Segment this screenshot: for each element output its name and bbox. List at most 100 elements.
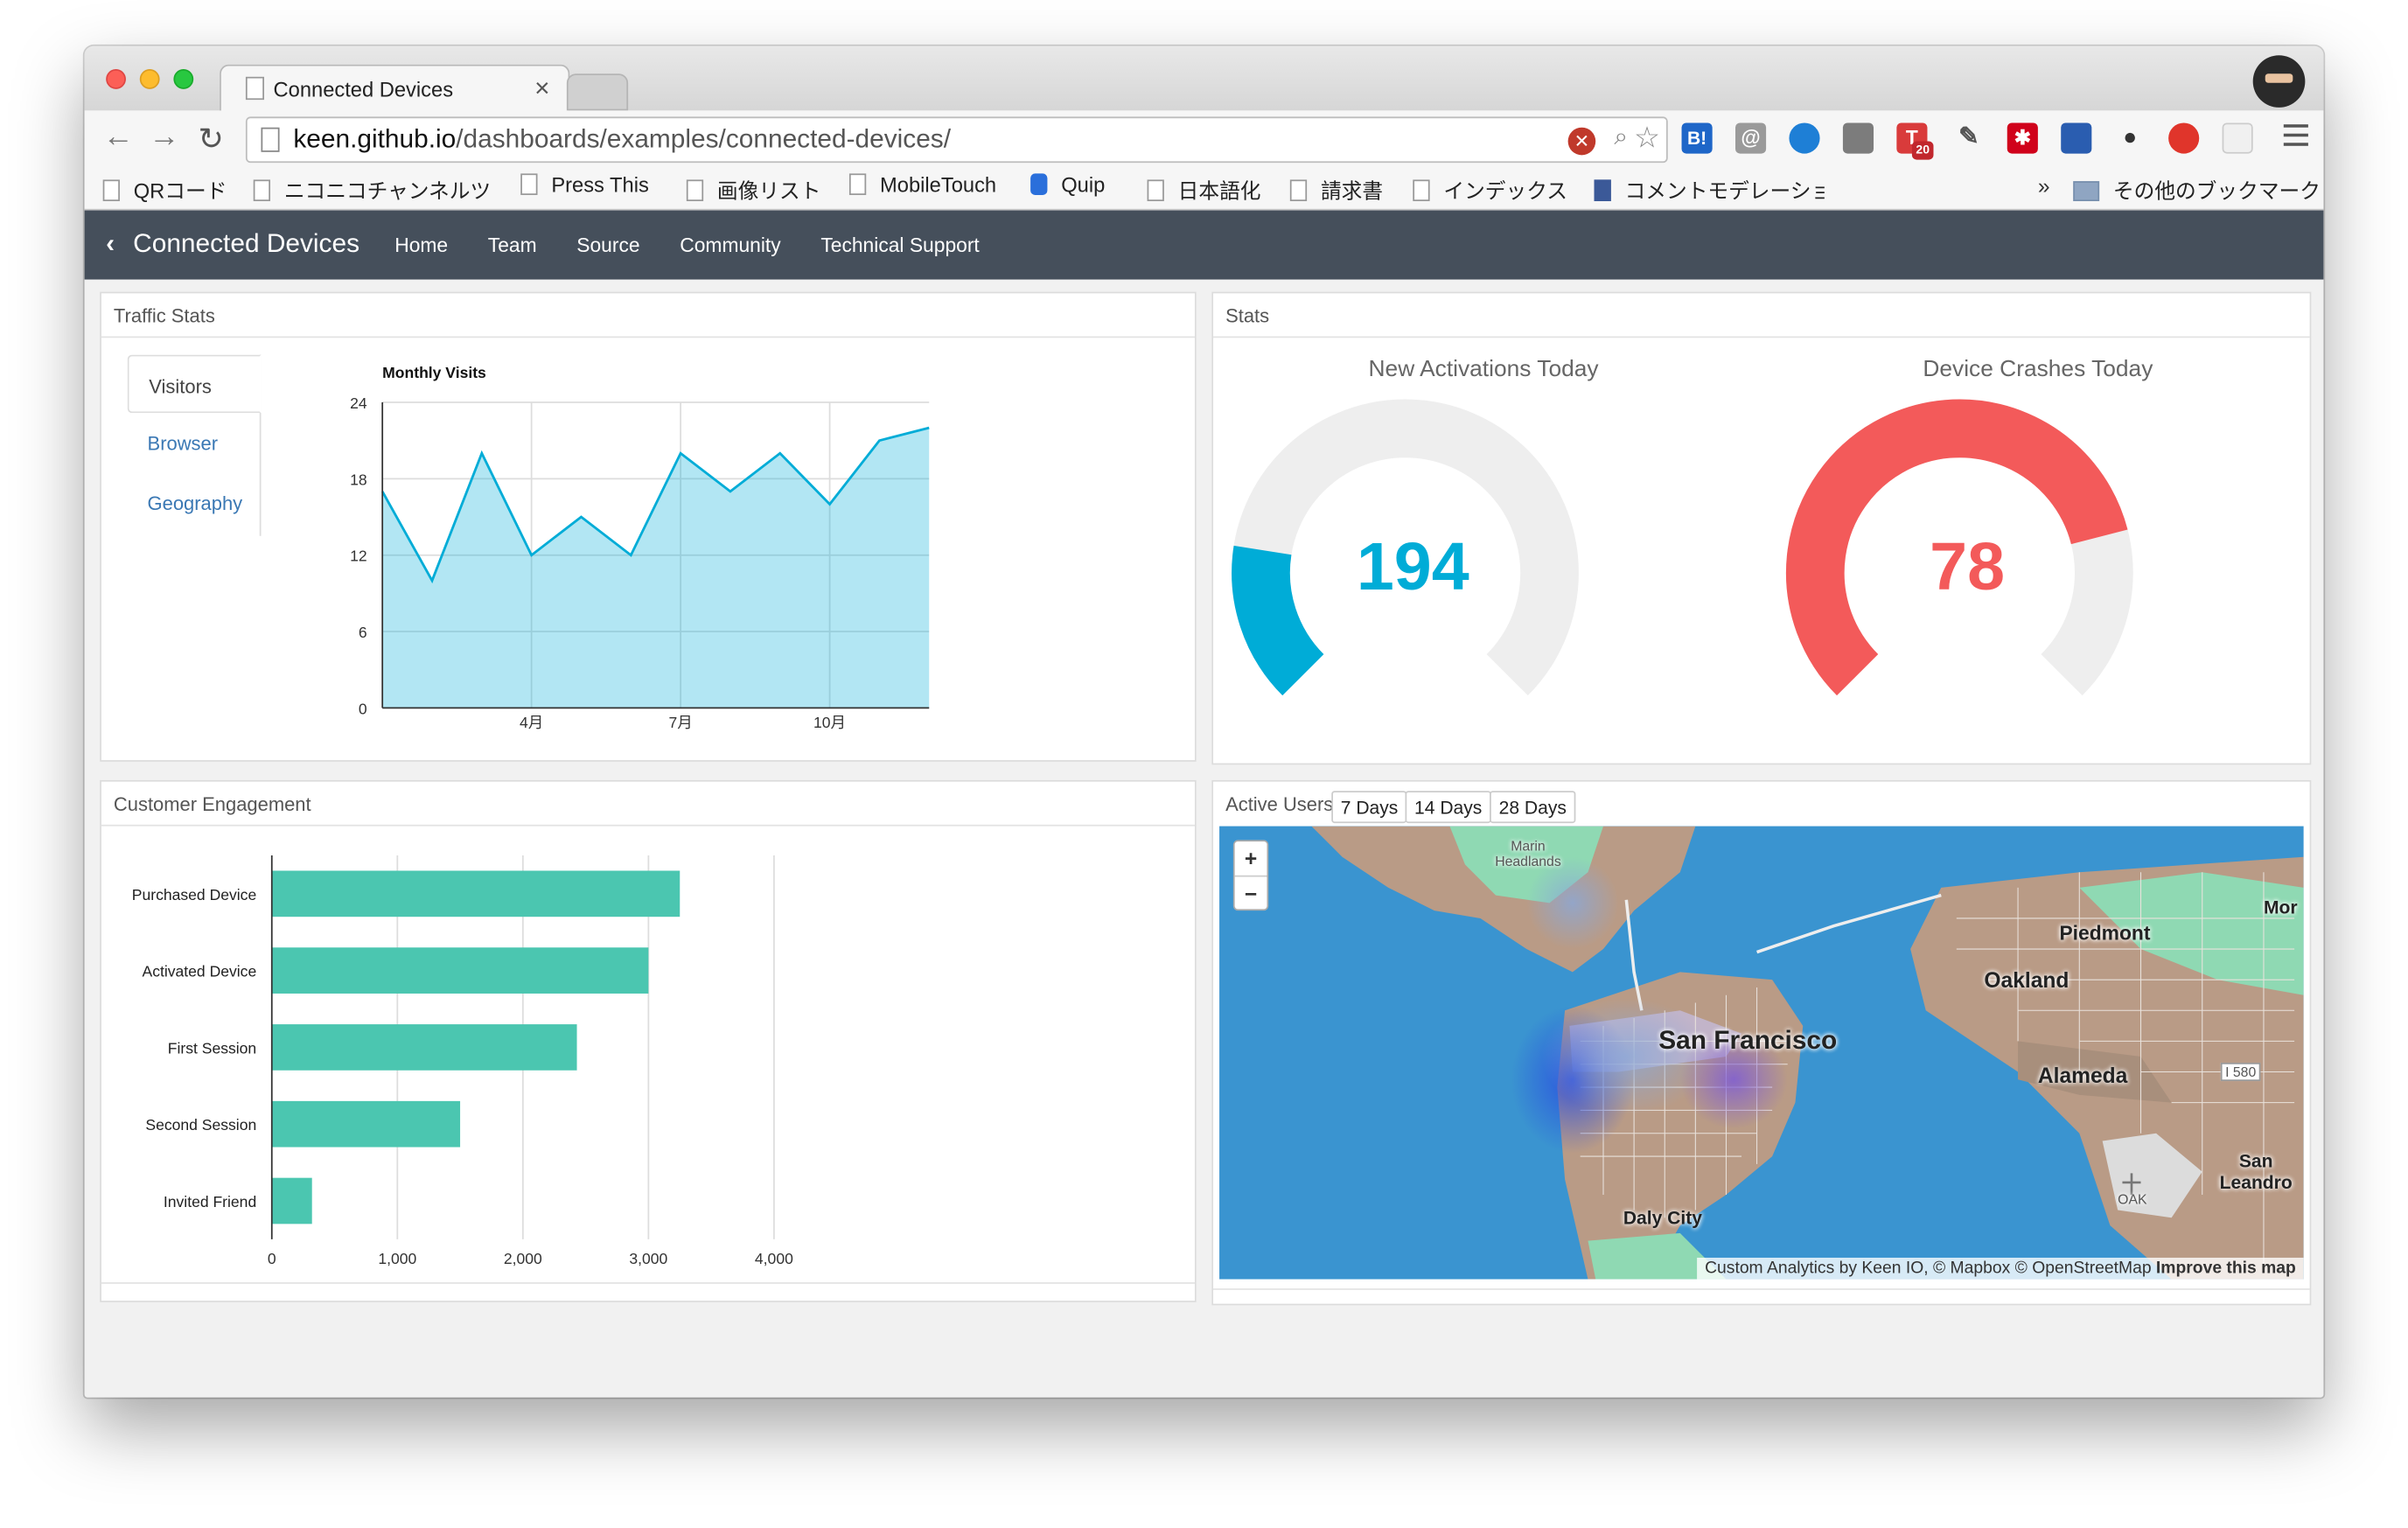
bookmark-item[interactable]: Quip bbox=[1030, 173, 1105, 197]
crashes-gauge bbox=[1785, 399, 2133, 696]
bookmark-item[interactable]: MobileTouch bbox=[848, 173, 996, 197]
divider bbox=[1213, 336, 2310, 338]
menu-icon[interactable] bbox=[2283, 124, 2308, 146]
mail-extension-icon[interactable]: @ bbox=[1734, 122, 1767, 154]
address-bar[interactable]: keen.github.io/dashboards/examples/conne… bbox=[245, 116, 1668, 164]
more-bookmarks-chevron[interactable]: » bbox=[2037, 173, 2050, 199]
tab-close-icon[interactable]: × bbox=[534, 73, 550, 103]
zoom-window-button[interactable] bbox=[173, 69, 194, 89]
bookmark-item[interactable]: QRコード bbox=[102, 173, 227, 204]
chart-title: Monthly Visits bbox=[382, 364, 486, 381]
activations-gauge bbox=[1232, 399, 1579, 696]
tab-browser[interactable]: Browser bbox=[147, 433, 219, 455]
search-icon[interactable]: ⌕ bbox=[1614, 124, 1629, 151]
app-title: Connected Devices bbox=[133, 228, 360, 258]
page-icon bbox=[1289, 179, 1308, 202]
blocked-content-icon[interactable]: ✕ bbox=[1567, 127, 1596, 156]
zoom-out-button[interactable]: − bbox=[1234, 875, 1267, 910]
bookmark-item[interactable]: コメントモデレーショ bbox=[1594, 173, 1825, 204]
divider bbox=[101, 336, 1195, 338]
nav-home[interactable]: Home bbox=[394, 233, 449, 257]
map-label: Daly City bbox=[1623, 1207, 1703, 1229]
map-label: OAK bbox=[2118, 1191, 2147, 1208]
range-14-days-button[interactable]: 14 Days bbox=[1405, 791, 1491, 824]
nicovideo-icon bbox=[253, 179, 271, 202]
improve-map-link[interactable]: Improve this map bbox=[2155, 1259, 2296, 1278]
panel-title: Customer Engagement bbox=[113, 793, 311, 816]
x-tick-label: 10月 bbox=[813, 714, 846, 731]
bookmark-item[interactable]: Press This bbox=[520, 173, 649, 197]
map-label: San Leandro bbox=[2219, 1150, 2293, 1194]
globe-extension-icon[interactable] bbox=[1789, 122, 1820, 154]
close-window-button[interactable] bbox=[106, 69, 126, 89]
pocket-extension-icon[interactable] bbox=[2061, 122, 2092, 154]
bookmark-item[interactable]: 日本語化 bbox=[1147, 173, 1260, 204]
divider bbox=[101, 1282, 1195, 1284]
range-7-days-button[interactable]: 7 Days bbox=[1331, 791, 1407, 824]
tab-title: Connected Devices bbox=[273, 78, 454, 101]
bookmark-item[interactable]: 請求書 bbox=[1289, 173, 1383, 204]
gauge-title: New Activations Today bbox=[1368, 356, 1599, 383]
x-tick-label: 3,000 bbox=[629, 1250, 667, 1267]
category-label: Purchased Device bbox=[132, 886, 256, 904]
camera-icon[interactable]: ● bbox=[2123, 124, 2138, 151]
url-text[interactable]: keen.github.io/dashboards/examples/conne… bbox=[293, 124, 952, 154]
quip-icon bbox=[1030, 173, 1048, 195]
minimize-window-button[interactable] bbox=[139, 69, 160, 89]
category-label: First Session bbox=[168, 1039, 256, 1057]
window-extension-icon[interactable] bbox=[1842, 122, 1874, 154]
map-label: Marin Headlands bbox=[1495, 838, 1561, 869]
hatena-bookmark-icon[interactable]: B! bbox=[1681, 122, 1713, 154]
title-bar: Connected Devices × bbox=[84, 45, 2324, 113]
adblock-icon[interactable] bbox=[2168, 122, 2200, 154]
nav-technical-support[interactable]: Technical Support bbox=[820, 233, 980, 257]
back-arrow-icon[interactable]: ← bbox=[102, 119, 134, 154]
facebook-icon bbox=[1594, 179, 1611, 202]
browser-tab[interactable]: Connected Devices × bbox=[220, 64, 570, 113]
map-attribution: Custom Analytics by Keen IO, © Mapbox © … bbox=[1697, 1257, 2304, 1280]
stats-panel: Stats New Activations Today Device Crash… bbox=[1211, 291, 2312, 765]
other-bookmarks-folder[interactable]: その他のブックマーク bbox=[2073, 173, 2321, 204]
nav-source[interactable]: Source bbox=[576, 233, 640, 257]
back-chevron-icon[interactable]: ‹ bbox=[106, 228, 115, 258]
bookmark-item[interactable]: ニコニコチャンネルツ bbox=[253, 173, 491, 204]
page-icon bbox=[261, 127, 280, 152]
badge-count: 20 bbox=[1911, 141, 1934, 160]
lastpass-icon[interactable]: ✱ bbox=[2007, 122, 2038, 154]
customer-engagement-panel: Customer Engagement 0 1,000 2,000 3,000 4,00… bbox=[100, 779, 1197, 1302]
gauge-fill bbox=[1232, 545, 1325, 696]
bar bbox=[271, 870, 681, 917]
app-brand[interactable]: ‹ Connected Devices bbox=[106, 229, 359, 260]
crashes-value: 78 bbox=[1930, 529, 2006, 605]
zoom-in-button[interactable]: + bbox=[1244, 846, 1258, 871]
nav-community[interactable]: Community bbox=[680, 233, 781, 257]
eyedropper-icon[interactable]: ✎ bbox=[1958, 124, 1979, 151]
bookmark-item[interactable]: インデックス bbox=[1413, 173, 1567, 204]
map-label: Piedmont bbox=[2059, 921, 2151, 945]
engagement-bar-chart: 0 1,000 2,000 3,000 4,000 Purchased Device Act… bbox=[132, 855, 793, 1267]
profile-avatar[interactable] bbox=[2252, 55, 2306, 108]
forward-arrow-icon[interactable]: → bbox=[149, 119, 180, 154]
reload-icon[interactable]: ↻ bbox=[198, 122, 224, 157]
x-tick-label: 1,000 bbox=[378, 1250, 416, 1267]
calendar-icon[interactable] bbox=[2222, 122, 2253, 154]
new-tab-button[interactable] bbox=[566, 73, 629, 111]
page-icon bbox=[686, 179, 704, 202]
x-tick-label: 4,000 bbox=[755, 1250, 793, 1267]
bookmark-item[interactable]: 画像リスト bbox=[686, 173, 820, 204]
bookmark-star-icon[interactable]: ☆ bbox=[1634, 122, 1660, 156]
page-icon bbox=[245, 76, 264, 101]
y-tick-label: 12 bbox=[350, 548, 367, 565]
y-tick-label: 18 bbox=[350, 471, 367, 488]
range-28-days-button[interactable]: 28 Days bbox=[1490, 791, 1576, 824]
tab-visitors[interactable]: Visitors bbox=[127, 354, 262, 414]
divider bbox=[1213, 1288, 2310, 1290]
map-zoom-control: + − bbox=[1232, 840, 1269, 911]
active-users-map[interactable]: + − Marin Headlands Piedmont Oakland San… bbox=[1219, 826, 2304, 1280]
tab-geography[interactable]: Geography bbox=[147, 492, 243, 515]
map-tiles bbox=[1311, 826, 2304, 1280]
y-tick-label: 6 bbox=[359, 624, 367, 641]
y-tick-label: 24 bbox=[350, 394, 367, 412]
traffic-subtabs: Visitors Browser Geography bbox=[127, 354, 262, 536]
nav-team[interactable]: Team bbox=[487, 233, 537, 257]
